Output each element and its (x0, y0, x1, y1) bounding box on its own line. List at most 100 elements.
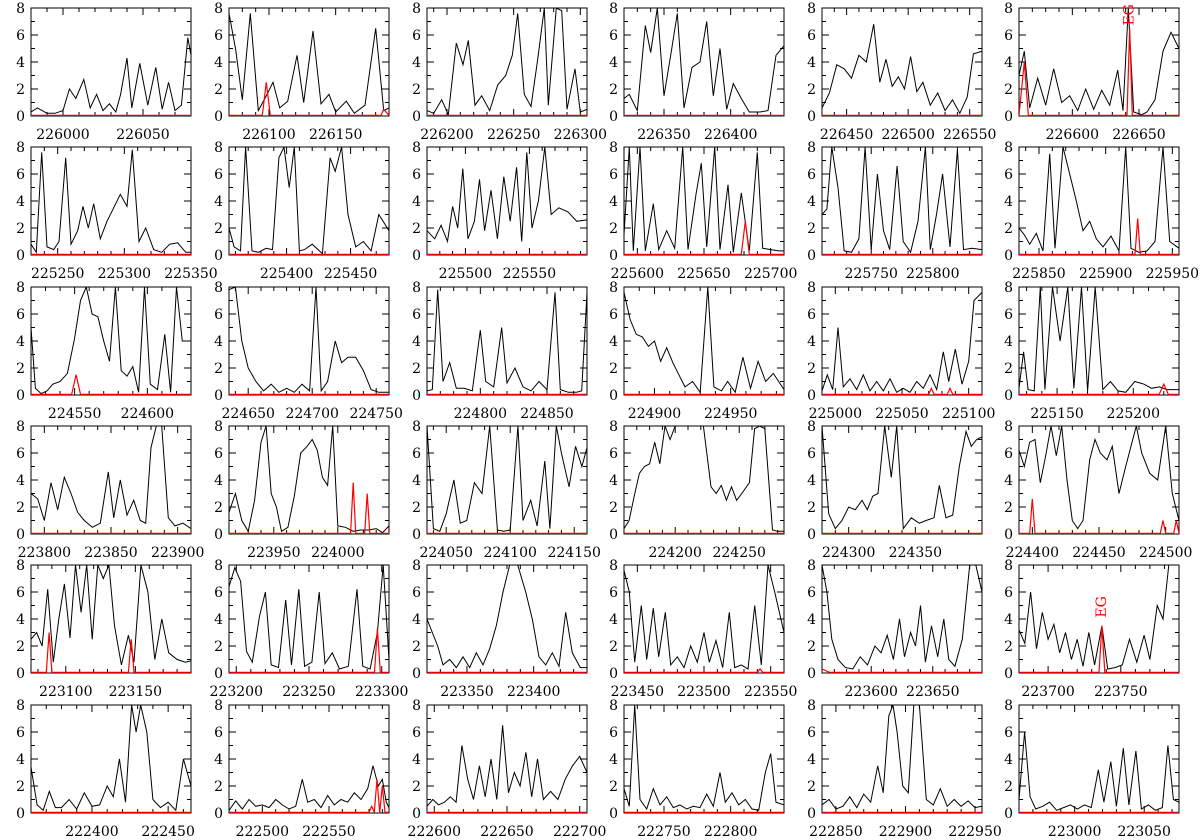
y-tick-label: 0 (214, 527, 223, 543)
y-tick-label: 4 (412, 752, 421, 768)
y-tick-label: 2 (16, 361, 25, 377)
spectrum-panel: 0 2 4 6 8 224200 224250 (609, 419, 785, 561)
spectrum-line (624, 705, 784, 811)
spectrum-line (229, 287, 389, 393)
y-tick-label: 2 (16, 82, 25, 98)
y-tick-label: 4 (807, 194, 816, 210)
y-tick-label: 4 (214, 194, 223, 210)
y-tick-label: 4 (609, 55, 618, 71)
x-tick-label: 223350 (440, 684, 493, 700)
panel-frame (623, 425, 785, 535)
y-tick-label: 8 (16, 698, 25, 714)
x-tick-label: 224350 (889, 545, 942, 561)
y-tick-label: 6 (16, 167, 25, 183)
y-tick-label: 0 (412, 109, 421, 125)
model-line (229, 482, 389, 534)
y-tick-label: 6 (214, 725, 223, 741)
spectrum-line (822, 24, 982, 115)
spectrum-line (427, 8, 587, 116)
y-tick-label: 8 (16, 419, 25, 435)
x-tick-label: 224750 (349, 406, 402, 422)
x-tick-label: 224500 (1139, 545, 1192, 561)
y-tick-label: 0 (609, 527, 618, 543)
model-line (822, 668, 982, 673)
spectrum-line (822, 147, 982, 254)
x-tick-label: 224950 (704, 406, 757, 422)
y-tick-label: 4 (807, 334, 816, 350)
y-tick-label: 6 (16, 446, 25, 462)
y-tick-label: 6 (1004, 585, 1013, 601)
y-tick-label: 2 (1004, 779, 1013, 795)
y-tick-label: 6 (609, 167, 618, 183)
spectrum-panel: 0 2 4 6 8 225750 225800 (807, 140, 983, 282)
y-tick-label: 2 (609, 361, 618, 377)
spectrum-panel: 0 2 4 6 8 225000 225050 225100 (807, 280, 995, 422)
spectrum-line (822, 565, 982, 670)
panel-frame (1018, 704, 1180, 814)
y-tick-label: 2 (609, 500, 618, 516)
x-tick-label: 226550 (943, 127, 996, 143)
x-tick-label: 222950 (948, 824, 1001, 840)
y-tick-label: 0 (807, 527, 816, 543)
y-tick-label: 4 (1004, 612, 1013, 628)
x-tick-label: 224300 (822, 545, 875, 561)
x-tick-label: 224550 (48, 406, 101, 422)
y-tick-label: 8 (1004, 558, 1013, 574)
y-tick-label: 2 (214, 82, 223, 98)
spectrum-panel: 0 2 4 6 8 225500 225550 (412, 140, 588, 282)
y-tick-label: 0 (412, 388, 421, 404)
spectrum-line (31, 705, 191, 812)
y-tick-label: 6 (412, 307, 421, 323)
y-tick-label: 6 (214, 585, 223, 601)
panel-frame (30, 564, 192, 674)
x-tick-label: 225000 (809, 406, 862, 422)
y-tick-label: 8 (16, 140, 25, 156)
y-tick-label: 8 (1004, 1, 1013, 17)
x-tick-label: 223300 (355, 684, 408, 700)
y-tick-label: 6 (214, 307, 223, 323)
model-line (624, 221, 784, 255)
y-tick-label: 0 (412, 806, 421, 822)
y-tick-label: 2 (16, 779, 25, 795)
x-tick-label: 223000 (1048, 824, 1101, 840)
x-tick-label: 226050 (116, 127, 169, 143)
y-tick-label: 8 (1004, 140, 1013, 156)
x-tick-label: 226200 (420, 127, 473, 143)
y-tick-label: 4 (609, 612, 618, 628)
y-tick-label: 4 (609, 752, 618, 768)
y-tick-label: 0 (1004, 109, 1013, 125)
y-tick-label: 0 (412, 666, 421, 682)
spectrum-line (229, 765, 389, 811)
x-tick-label: 226650 (1112, 127, 1165, 143)
y-tick-label: 0 (1004, 388, 1013, 404)
y-tick-label: 8 (214, 698, 223, 714)
x-tick-label: 225700 (744, 266, 797, 282)
x-tick-label: 224600 (121, 406, 174, 422)
y-tick-label: 2 (807, 639, 816, 655)
spectrum-panel: 0 2 4 6 8 224800 224850 (412, 280, 588, 422)
x-tick-label: 225800 (906, 266, 959, 282)
spectrum-panel: 0 2 4 6 8 223200 223250 223300 (210, 558, 409, 700)
y-tick-label: 6 (807, 585, 816, 601)
y-tick-label: 8 (16, 1, 25, 17)
spectrum-line (1019, 426, 1179, 530)
x-tick-label: 225300 (98, 266, 151, 282)
y-tick-label: 0 (214, 109, 223, 125)
x-tick-label: 226500 (881, 127, 934, 143)
y-tick-label: 0 (214, 248, 223, 264)
x-tick-label: 224050 (419, 545, 472, 561)
y-tick-label: 8 (412, 698, 421, 714)
model-line (229, 82, 389, 116)
y-tick-label: 8 (1004, 698, 1013, 714)
spectrum-line (229, 565, 389, 670)
y-tick-label: 6 (807, 446, 816, 462)
x-tick-label: 224900 (628, 406, 681, 422)
x-tick-label: 222700 (553, 824, 606, 840)
y-tick-label: 2 (214, 639, 223, 655)
y-tick-label: 6 (214, 167, 223, 183)
y-tick-label: 4 (609, 334, 618, 350)
y-tick-label: 2 (412, 221, 421, 237)
x-tick-label: 223050 (1117, 824, 1170, 840)
y-tick-label: 4 (807, 752, 816, 768)
model-line (229, 779, 389, 813)
